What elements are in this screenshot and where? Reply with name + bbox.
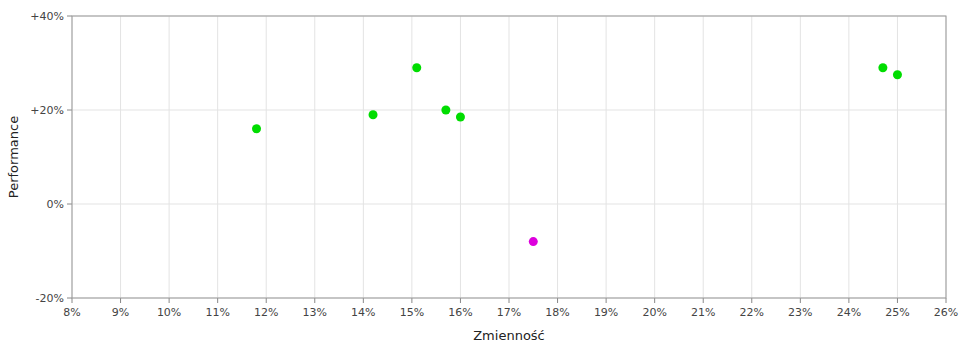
x-grid-line	[557, 16, 558, 298]
x-grid-line	[848, 16, 849, 298]
point	[369, 110, 378, 119]
x-tick-label: 21%	[691, 306, 715, 319]
x-tick-label: 9%	[112, 306, 129, 319]
y-axis-label: Performance	[6, 116, 21, 198]
x-tick-label: 26%	[934, 306, 958, 319]
x-tick-label: 18%	[545, 306, 569, 319]
x-tick	[314, 298, 315, 303]
x-tick-label: 25%	[885, 306, 909, 319]
x-grid-line	[703, 16, 704, 298]
x-tick-label: 24%	[837, 306, 861, 319]
x-tick	[654, 298, 655, 303]
x-tick	[266, 298, 267, 303]
x-axis-label: Zmienność	[473, 328, 545, 343]
point	[456, 113, 465, 122]
x-tick-label: 14%	[351, 306, 375, 319]
x-tick	[848, 298, 849, 303]
series	[529, 237, 538, 246]
x-grid-line	[169, 16, 170, 298]
plot-frame	[72, 16, 946, 298]
y-tick-label: -20%	[36, 292, 64, 305]
x-tick	[946, 298, 947, 303]
x-grid-line	[509, 16, 510, 298]
x-tick	[217, 298, 218, 303]
x-tick	[72, 298, 73, 303]
x-tick-label: 15%	[400, 306, 424, 319]
y-tick-label: +40%	[30, 10, 64, 23]
x-grid-line	[217, 16, 218, 298]
x-tick	[460, 298, 461, 303]
x-tick-label: 23%	[788, 306, 812, 319]
x-tick	[557, 298, 558, 303]
y-tick-label: +20%	[30, 104, 64, 117]
x-tick-label: 13%	[303, 306, 327, 319]
x-tick	[751, 298, 752, 303]
x-tick-label: 20%	[642, 306, 666, 319]
x-grid-line	[751, 16, 752, 298]
point	[412, 63, 421, 72]
x-tick-label: 19%	[594, 306, 618, 319]
x-grid-line	[606, 16, 607, 298]
points	[252, 63, 902, 246]
x-grid-line	[411, 16, 412, 298]
x-tick-label: 22%	[740, 306, 764, 319]
y-tick	[67, 110, 72, 111]
point	[441, 106, 450, 115]
point	[893, 70, 902, 79]
y-tick	[67, 16, 72, 17]
chart-container: 8% 9% 10% 11% 12% 13% 14% 15% 16% 17% 18% 19% 20% 21%…	[0, 0, 966, 350]
point	[252, 124, 261, 133]
x-tick-label: 11%	[205, 306, 229, 319]
x-grid-line	[460, 16, 461, 298]
x-tick	[411, 298, 412, 303]
x-tick	[169, 298, 170, 303]
x-tick	[703, 298, 704, 303]
x-tick	[509, 298, 510, 303]
x-tick-label: 8%	[63, 306, 80, 319]
y-grid-line	[72, 110, 946, 111]
chart: 8% 9% 10% 11% 12% 13% 14% 15% 16% 17% 18% 19% 20% 21%…	[0, 0, 966, 350]
x-tick-label: 10%	[157, 306, 181, 319]
point	[878, 63, 887, 72]
x-tick-label: 17%	[497, 306, 521, 319]
x-tick	[800, 298, 801, 303]
y-tick	[67, 204, 72, 205]
plot-area	[72, 16, 946, 298]
x-tick-label: 12%	[254, 306, 278, 319]
x-tick	[897, 298, 898, 303]
x-tick-label: 16%	[448, 306, 472, 319]
y-grid-line	[72, 204, 946, 205]
grid	[72, 16, 946, 298]
x-tick	[363, 298, 364, 303]
x-tick	[606, 298, 607, 303]
x-grid-line	[266, 16, 267, 298]
x-grid-line	[654, 16, 655, 298]
y-tick	[67, 298, 72, 299]
series	[252, 63, 902, 133]
x-grid-line	[120, 16, 121, 298]
x-grid-line	[800, 16, 801, 298]
x-grid-line	[897, 16, 898, 298]
y-tick-label: 0%	[47, 198, 64, 211]
point	[529, 237, 538, 246]
axes: 8% 9% 10% 11% 12% 13% 14% 15% 16% 17% 18% 19% 20% 21%…	[30, 10, 958, 319]
x-grid-line	[314, 16, 315, 298]
x-tick	[120, 298, 121, 303]
x-grid-line	[363, 16, 364, 298]
